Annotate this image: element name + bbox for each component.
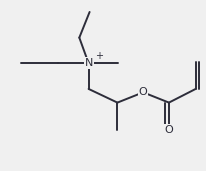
Text: +: + xyxy=(95,51,103,61)
Text: O: O xyxy=(139,87,147,97)
Text: N: N xyxy=(84,58,93,68)
Text: O: O xyxy=(165,125,173,135)
